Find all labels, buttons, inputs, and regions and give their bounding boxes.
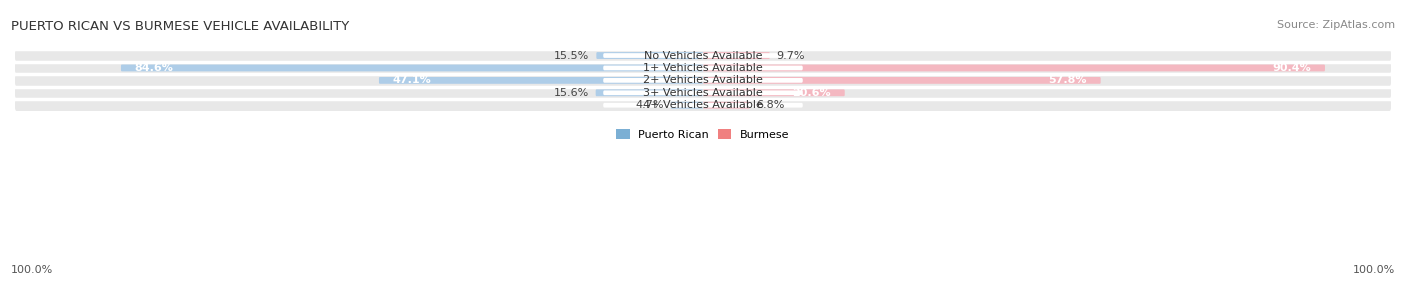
Text: 15.6%: 15.6% xyxy=(554,88,589,98)
Text: 1+ Vehicles Available: 1+ Vehicles Available xyxy=(643,63,763,73)
FancyBboxPatch shape xyxy=(603,53,803,58)
FancyBboxPatch shape xyxy=(703,52,769,59)
FancyBboxPatch shape xyxy=(380,77,703,84)
Text: 9.7%: 9.7% xyxy=(776,51,806,61)
Text: 3+ Vehicles Available: 3+ Vehicles Available xyxy=(643,88,763,98)
Text: 20.6%: 20.6% xyxy=(793,88,831,98)
Text: 47.1%: 47.1% xyxy=(392,76,432,85)
FancyBboxPatch shape xyxy=(703,102,749,109)
FancyBboxPatch shape xyxy=(15,74,1391,86)
FancyBboxPatch shape xyxy=(15,62,1391,74)
Text: 15.5%: 15.5% xyxy=(554,51,589,61)
FancyBboxPatch shape xyxy=(596,52,703,59)
Text: 57.8%: 57.8% xyxy=(1049,76,1087,85)
Text: 4+ Vehicles Available: 4+ Vehicles Available xyxy=(643,100,763,110)
Text: 100.0%: 100.0% xyxy=(1353,265,1395,275)
Text: 84.6%: 84.6% xyxy=(135,63,173,73)
FancyBboxPatch shape xyxy=(15,49,1391,61)
FancyBboxPatch shape xyxy=(603,103,803,108)
FancyBboxPatch shape xyxy=(15,87,1391,99)
FancyBboxPatch shape xyxy=(121,65,703,72)
Legend: Puerto Rican, Burmese: Puerto Rican, Burmese xyxy=(612,125,794,144)
FancyBboxPatch shape xyxy=(703,89,845,96)
FancyBboxPatch shape xyxy=(703,77,1101,84)
Text: No Vehicles Available: No Vehicles Available xyxy=(644,51,762,61)
Text: PUERTO RICAN VS BURMESE VEHICLE AVAILABILITY: PUERTO RICAN VS BURMESE VEHICLE AVAILABI… xyxy=(11,20,350,33)
Text: 90.4%: 90.4% xyxy=(1272,63,1312,73)
Text: 2+ Vehicles Available: 2+ Vehicles Available xyxy=(643,76,763,85)
FancyBboxPatch shape xyxy=(703,65,1324,72)
Text: 6.8%: 6.8% xyxy=(756,100,785,110)
FancyBboxPatch shape xyxy=(603,90,803,95)
Text: 4.7%: 4.7% xyxy=(636,100,664,110)
FancyBboxPatch shape xyxy=(596,89,703,96)
Text: 100.0%: 100.0% xyxy=(11,265,53,275)
Text: Source: ZipAtlas.com: Source: ZipAtlas.com xyxy=(1277,20,1395,30)
FancyBboxPatch shape xyxy=(603,78,803,83)
FancyBboxPatch shape xyxy=(15,99,1391,111)
FancyBboxPatch shape xyxy=(671,102,703,109)
FancyBboxPatch shape xyxy=(603,65,803,70)
